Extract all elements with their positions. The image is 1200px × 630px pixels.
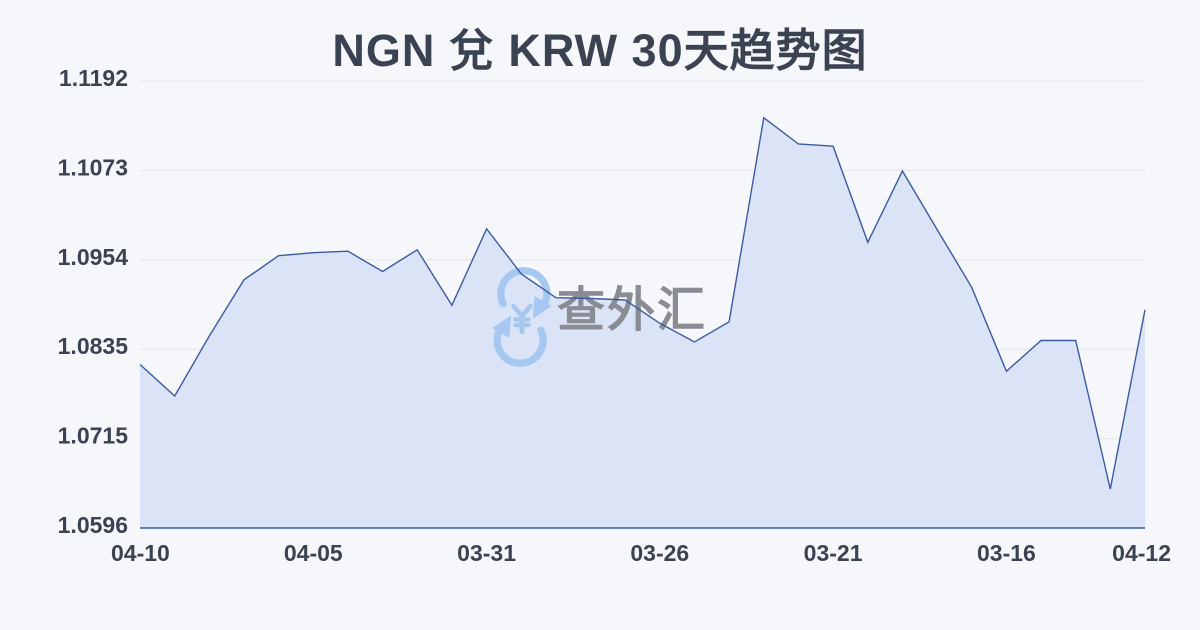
svg-text:04-12: 04-12 <box>1112 540 1171 566</box>
svg-text:03-26: 03-26 <box>630 540 689 566</box>
svg-text:1.1073: 1.1073 <box>58 154 128 180</box>
svg-text:04-05: 04-05 <box>284 540 343 566</box>
svg-text:查外汇: 查外汇 <box>557 284 707 337</box>
svg-text:1.0715: 1.0715 <box>58 423 129 449</box>
svg-text:1.0596: 1.0596 <box>58 512 128 538</box>
svg-text:04-10: 04-10 <box>111 540 170 566</box>
svg-text:03-21: 03-21 <box>804 540 863 566</box>
svg-text:1.0954: 1.0954 <box>58 244 129 270</box>
svg-text:1.0835: 1.0835 <box>58 333 129 359</box>
svg-text:03-31: 03-31 <box>457 540 516 566</box>
svg-text:03-16: 03-16 <box>977 540 1036 566</box>
